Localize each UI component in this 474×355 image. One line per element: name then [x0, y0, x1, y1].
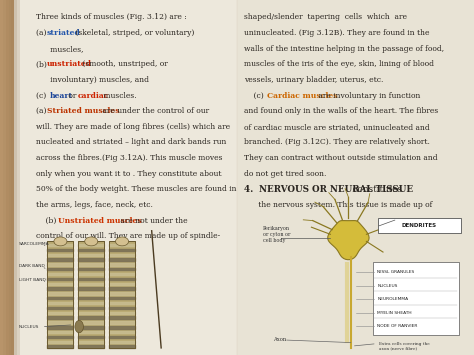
Polygon shape — [237, 0, 474, 355]
Text: shaped/slender  tapering  cells  which  are: shaped/slender tapering cells which are — [244, 13, 407, 22]
Text: branched. (Fig 3.12C). They are relatively short.: branched. (Fig 3.12C). They are relative… — [244, 138, 430, 147]
Text: striated: striated — [47, 29, 81, 37]
Text: cardiac: cardiac — [78, 92, 109, 100]
Text: (c): (c) — [36, 92, 51, 100]
Text: vessels, urinary bladder, uterus, etc.: vessels, urinary bladder, uterus, etc. — [244, 76, 383, 84]
Text: SARCOLEMMA: SARCOLEMMA — [19, 242, 50, 246]
Text: Unstriated muscles: Unstriated muscles — [58, 217, 142, 225]
Text: across the fibres.(Fig 3.12A). This muscle moves: across the fibres.(Fig 3.12A). This musc… — [36, 154, 222, 162]
Text: (c): (c) — [244, 92, 266, 100]
Text: LIGHT BAND: LIGHT BAND — [19, 278, 46, 283]
Ellipse shape — [54, 237, 67, 246]
Text: muscles of the iris of the eye, skin, lining of blood: muscles of the iris of the eye, skin, li… — [244, 60, 434, 69]
Text: DARK BAND: DARK BAND — [19, 264, 45, 268]
Text: Perikaryon
or cyton or
cell body: Perikaryon or cyton or cell body — [263, 226, 291, 242]
Polygon shape — [11, 0, 17, 355]
Text: walls of the intestine helping in the passage of food,: walls of the intestine helping in the pa… — [244, 45, 444, 53]
Text: (b): (b) — [36, 60, 49, 69]
Text: NUCLEUS: NUCLEUS — [19, 324, 39, 329]
Text: the arms, legs, face, neck, etc.: the arms, legs, face, neck, etc. — [36, 201, 153, 209]
Text: control of our will. They are made up of spindle-: control of our will. They are made up of… — [36, 232, 220, 240]
Text: and found only in the walls of the heart. The fibres: and found only in the walls of the heart… — [244, 107, 438, 115]
Polygon shape — [328, 220, 369, 260]
Polygon shape — [14, 0, 20, 355]
Text: 4.: 4. — [244, 185, 259, 194]
Text: (smooth, unstriped, or: (smooth, unstriped, or — [80, 60, 168, 69]
Polygon shape — [14, 0, 237, 355]
Text: MYELIN SHEATH: MYELIN SHEATH — [377, 311, 412, 315]
Text: Three kinds of muscles (Fig. 3.12) are :: Three kinds of muscles (Fig. 3.12) are : — [36, 13, 186, 22]
Text: (skeletal, striped, or voluntary): (skeletal, striped, or voluntary) — [73, 29, 195, 37]
Ellipse shape — [116, 237, 128, 246]
Text: unstriated: unstriated — [47, 60, 92, 69]
Text: NODE OF RANVIER: NODE OF RANVIER — [377, 324, 418, 328]
Text: DENDRITES: DENDRITES — [402, 223, 437, 228]
Text: Axon: Axon — [273, 337, 286, 342]
Text: NISSL GRANULES: NISSL GRANULES — [377, 270, 415, 274]
FancyBboxPatch shape — [78, 241, 104, 348]
Text: are involuntary in function: are involuntary in function — [316, 92, 421, 100]
Text: NERVOUS OR NEURAL TISSUE: NERVOUS OR NEURAL TISSUE — [259, 185, 413, 194]
Text: only when you want it to . They constitute about: only when you want it to . They constitu… — [36, 170, 221, 178]
Text: nucleated and striated – light and dark bands run: nucleated and striated – light and dark … — [36, 138, 226, 147]
Text: Cardiac muscles: Cardiac muscles — [267, 92, 337, 100]
Text: the nervous system. This tissue is made up of: the nervous system. This tissue is made … — [244, 201, 432, 209]
Text: do not get tired soon.: do not get tired soon. — [244, 170, 327, 178]
FancyBboxPatch shape — [378, 218, 461, 233]
Text: or: or — [66, 92, 79, 100]
FancyBboxPatch shape — [373, 262, 459, 335]
Text: uninucleated. (Fig 3.12B). They are found in the: uninucleated. (Fig 3.12B). They are foun… — [244, 29, 429, 37]
Text: of cardiac muscle are striated, uninucleated and: of cardiac muscle are striated, uninucle… — [244, 123, 430, 131]
Text: Extra cells covering the
axon (nerve fibre): Extra cells covering the axon (nerve fib… — [379, 342, 430, 350]
Ellipse shape — [75, 320, 83, 333]
Text: They can contract without outside stimulation and: They can contract without outside stimul… — [244, 154, 438, 162]
Text: muscles,: muscles, — [36, 45, 83, 53]
Text: heart: heart — [50, 92, 73, 100]
Polygon shape — [9, 0, 14, 355]
Text: (b): (b) — [36, 217, 58, 225]
Ellipse shape — [85, 237, 98, 246]
Text: NUCLEUS: NUCLEUS — [377, 284, 398, 288]
FancyBboxPatch shape — [47, 241, 73, 348]
Text: constitutes: constitutes — [350, 185, 401, 194]
Text: muscles.: muscles. — [101, 92, 137, 100]
Text: (a): (a) — [36, 107, 48, 115]
Polygon shape — [6, 0, 11, 355]
Text: 50% of the body weight. These muscles are found in: 50% of the body weight. These muscles ar… — [36, 185, 236, 193]
Text: are not under the: are not under the — [118, 217, 187, 225]
FancyBboxPatch shape — [109, 241, 135, 348]
Text: (a): (a) — [36, 29, 48, 37]
Text: NEUROLEMMA: NEUROLEMMA — [377, 297, 409, 301]
Text: Striated muscles: Striated muscles — [47, 107, 119, 115]
Text: are under the control of our: are under the control of our — [100, 107, 209, 115]
Text: will. They are made of long fibres (cells) which are: will. They are made of long fibres (cell… — [36, 123, 230, 131]
Text: involuntary) muscles, and: involuntary) muscles, and — [36, 76, 148, 84]
